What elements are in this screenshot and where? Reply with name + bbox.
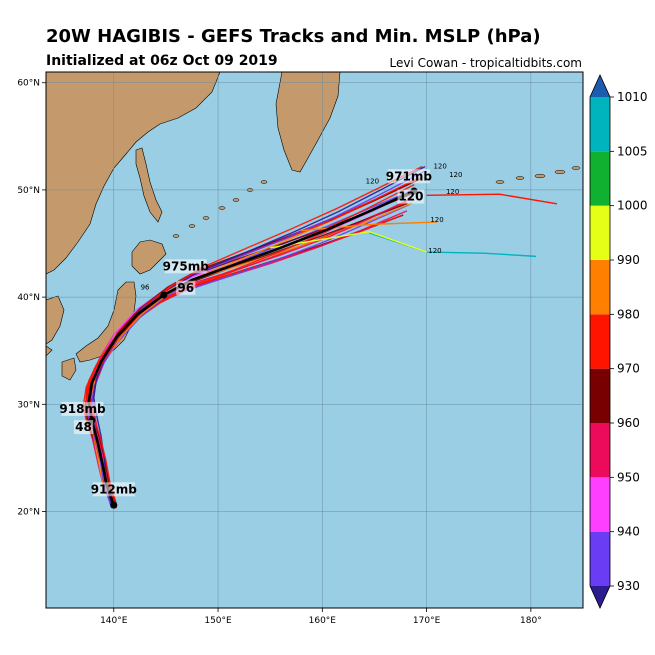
colorbar-tick-label: 980	[617, 307, 640, 321]
track-annotation-label: 120	[398, 190, 423, 204]
colorbar-segment	[590, 531, 610, 586]
y-tick-label: 60°N	[17, 79, 40, 89]
colorbar-tick-label: 970	[617, 362, 640, 376]
annotation-box	[92, 482, 135, 497]
ensemble-member-track	[426, 193, 558, 205]
kamchatka	[275, 72, 341, 173]
colorbar-segment	[590, 368, 610, 423]
map-frame	[45, 71, 584, 609]
track-annotation-label: 971mb	[386, 169, 433, 183]
y-tick-label: 40°N	[17, 293, 40, 303]
x-tick-label: 180°	[520, 616, 542, 626]
track-hour-label: 120	[430, 216, 443, 224]
track-annotation-label: 918mb	[59, 402, 106, 416]
mean-track-line	[87, 189, 415, 506]
ocean-background	[46, 72, 583, 608]
track-annotations: 912mb 918mb 48 975mb 96 971mb 120	[59, 169, 433, 497]
colorbar-tick-label: 930	[617, 579, 640, 593]
credit-text: Levi Cowan - tropicaltidbits.com	[389, 56, 582, 70]
colorbar-tick-label: 940	[617, 525, 640, 539]
asia-coast-south	[46, 345, 53, 357]
annotation-box	[397, 189, 425, 204]
colorbar-tick-label: 1010	[617, 90, 648, 104]
kuril-islands	[172, 180, 268, 238]
track-hour-label: 96	[141, 284, 150, 292]
track-hour-label: 120	[446, 188, 459, 196]
colorbar-segment	[590, 477, 610, 532]
annotation-box	[164, 259, 207, 274]
x-tick-label: 160°E	[309, 616, 337, 626]
colorbar-tick-label: 1005	[617, 144, 648, 158]
track-hour-label: 120	[366, 177, 379, 185]
track-annotation-label: 975mb	[163, 259, 210, 273]
y-tick-label: 20°N	[17, 508, 40, 518]
track-annotation-label: 912mb	[91, 482, 138, 496]
annotation-box	[61, 401, 104, 416]
track-annotation-label: 48	[75, 420, 92, 434]
annotation-box	[73, 420, 94, 435]
colorbar-tick-label: 1000	[617, 199, 648, 213]
sakhalin	[135, 147, 163, 223]
track-annotation-label: 96	[177, 281, 194, 295]
colorbar-segment	[590, 423, 610, 478]
y-tick-label: 50°N	[17, 186, 40, 196]
colorbar-tick-label: 960	[617, 416, 640, 430]
chart-title: 20W HAGIBIS - GEFS Tracks and Min. MSLP …	[46, 26, 541, 47]
asia-mainland	[46, 72, 221, 275]
mean-track-point	[110, 501, 118, 509]
x-tick-label: 150°E	[204, 616, 232, 626]
colorbar-segment	[590, 97, 610, 152]
map-gridlines	[46, 72, 583, 608]
y-tick-label: 30°N	[17, 400, 40, 410]
annotation-box	[387, 169, 430, 184]
track-hour-label: 120	[433, 162, 446, 170]
colorbar-over-arrow	[590, 75, 610, 97]
colorbar-segment	[590, 151, 610, 206]
colorbar-tick-label: 990	[617, 253, 640, 267]
track-hour-label: 120	[449, 171, 462, 179]
colorbar-segment	[590, 314, 610, 369]
hokkaido	[131, 239, 167, 275]
x-tick-label: 140°E	[100, 616, 128, 626]
chart-subtitle: Initialized at 06z Oct 09 2019	[46, 53, 278, 69]
annotation-box	[176, 280, 196, 295]
colorbar-segment	[590, 260, 610, 315]
aleutian-islands	[495, 166, 581, 184]
y-axis-ticks: 20°N 30°N 40°N 50°N 60°N	[17, 79, 46, 518]
pressure-colorbar: 930 940 950 960 970 980 990 1000 1005 1010	[589, 74, 648, 609]
track-hour-label: 120	[428, 247, 441, 255]
ensemble-member-track	[270, 231, 427, 253]
x-axis-ticks: 140°E 150°E 160°E 170°E 180°	[100, 608, 542, 626]
colorbar-tick-label: 950	[617, 470, 640, 484]
colorbar-segment	[590, 205, 610, 260]
colorbar-under-arrow	[590, 586, 610, 608]
x-tick-label: 170°E	[413, 616, 441, 626]
kyushu	[61, 357, 77, 381]
korea	[46, 295, 65, 345]
ensemble-member-track	[301, 221, 438, 232]
mean-track-point	[160, 291, 168, 299]
